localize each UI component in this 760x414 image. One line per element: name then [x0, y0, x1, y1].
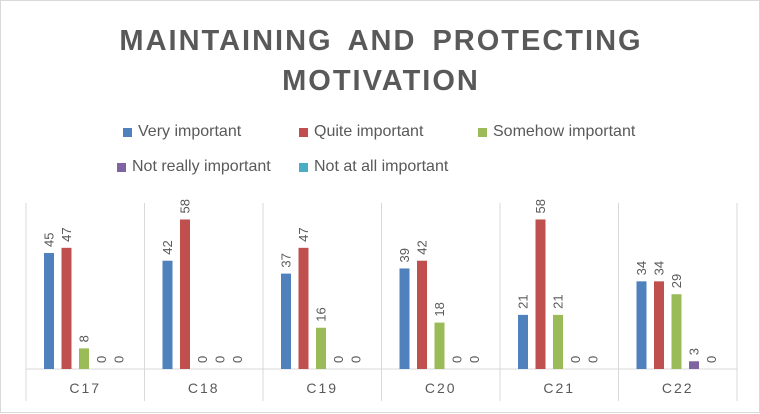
chart-title-line-2: MOTIVATION: [282, 65, 480, 97]
legend-item-quite-important: Quite important: [299, 122, 423, 142]
legend-item-very-important: Very important: [123, 122, 241, 142]
bar-c22-quite-important: [654, 281, 664, 369]
legend-label-somehow-important: Somehow important: [493, 123, 636, 140]
data-label-c22-very-important: 34: [634, 261, 649, 275]
bar-c20-quite-important: [417, 260, 427, 369]
legend-item-somehow-important: Somehow important: [478, 122, 635, 142]
bar-c17-quite-important: [61, 247, 72, 369]
data-label-c18-not-really-important: 0: [213, 356, 228, 363]
legend-swatch-not-really-important: [117, 162, 126, 172]
bar-c20-very-important: [399, 268, 410, 369]
data-label-c19-not-at-all-important: 0: [349, 356, 364, 363]
bar-c19-very-important: [281, 273, 291, 369]
x-tick-label-c18: C18: [188, 380, 220, 396]
data-label-c21-quite-important: 58: [533, 199, 548, 213]
data-label-c20-somehow-important: 18: [432, 302, 447, 316]
data-label-c20-quite-important: 42: [415, 240, 430, 254]
data-label-c21-somehow-important: 21: [551, 294, 566, 308]
data-label-c18-quite-important: 58: [178, 199, 193, 213]
bar-c19-quite-important: [298, 247, 309, 369]
data-label-c21-not-really-important: 0: [568, 356, 583, 363]
bar-c21-somehow-important: [553, 314, 563, 369]
data-label-c17-quite-important: 47: [59, 227, 74, 241]
data-label-c22-not-really-important: 3: [687, 348, 702, 355]
legend-swatch-somehow-important: [478, 127, 487, 137]
legend-label-very-important: Very important: [138, 123, 242, 140]
data-label-c17-not-at-all-important: 0: [112, 356, 127, 363]
data-label-c19-somehow-important: 16: [314, 307, 329, 321]
data-label-c19-quite-important: 47: [296, 227, 311, 241]
data-label-c21-not-at-all-important: 0: [586, 356, 601, 363]
legend-label-not-really-important: Not really important: [132, 158, 271, 175]
chart-title-line-1: MAINTAINING AND PROTECTING: [119, 25, 643, 57]
data-label-c20-not-really-important: 0: [450, 356, 465, 363]
bar-c21-quite-important: [535, 219, 546, 369]
x-tick-label-c21: C21: [543, 380, 575, 396]
x-tick-label-c19: C19: [306, 380, 338, 396]
data-label-c22-quite-important: 34: [652, 261, 667, 275]
bar-c18-very-important: [162, 260, 173, 369]
data-label-c17-very-important: 45: [42, 233, 57, 247]
legend-swatch-very-important: [123, 127, 132, 137]
data-label-c17-not-really-important: 0: [94, 356, 109, 363]
bar-c18-quite-important: [180, 219, 190, 369]
data-label-c20-very-important: 39: [397, 248, 412, 262]
legend-swatch-quite-important: [299, 127, 308, 137]
data-label-c17-somehow-important: 8: [77, 335, 92, 342]
bar-c22-not-really-important: [689, 361, 699, 369]
legend-item-not-at-all-important: Not at all important: [299, 157, 448, 177]
bar-c17-very-important: [44, 252, 54, 369]
data-label-c22-somehow-important: 29: [669, 274, 684, 288]
bar-c17-somehow-important: [79, 348, 89, 369]
legend-label-quite-important: Quite important: [314, 123, 424, 140]
bar-c21-very-important: [518, 314, 528, 369]
legend-item-not-really-important: Not really important: [117, 157, 271, 177]
data-label-c18-very-important: 42: [160, 240, 175, 254]
legend-label-not-at-all-important: Not at all important: [314, 158, 449, 175]
legend-swatch-not-at-all-important: [299, 162, 308, 172]
data-label-c18-somehow-important: 0: [195, 356, 210, 363]
chart-title: MAINTAINING AND PROTECTING MOTIVATION: [1, 21, 760, 101]
data-label-c21-very-important: 21: [516, 294, 531, 308]
x-tick-label-c22: C22: [662, 380, 694, 396]
x-tick-label-c20: C20: [425, 380, 457, 396]
bar-c20-somehow-important: [434, 322, 445, 369]
data-label-c19-very-important: 37: [279, 253, 294, 267]
data-label-c18-not-at-all-important: 0: [230, 356, 245, 363]
data-label-c22-not-at-all-important: 0: [704, 356, 719, 363]
bar-c22-very-important: [636, 281, 647, 369]
data-label-c20-not-at-all-important: 0: [467, 356, 482, 363]
data-label-c19-not-really-important: 0: [331, 356, 346, 363]
bar-c22-somehow-important: [671, 294, 682, 369]
bar-c19-somehow-important: [316, 327, 326, 369]
x-tick-label-c17: C17: [69, 380, 101, 396]
